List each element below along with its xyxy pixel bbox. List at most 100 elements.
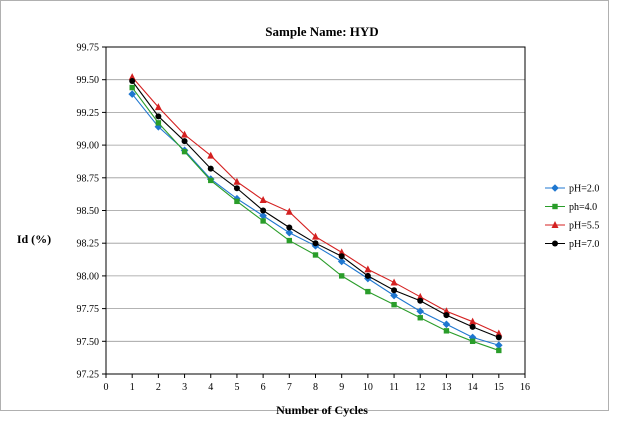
data-point (128, 90, 136, 98)
legend-entry: ph=4.0 (545, 202, 597, 213)
data-point (469, 338, 476, 344)
x-tick-label: 4 (208, 382, 213, 393)
x-tick-label: 2 (156, 382, 161, 393)
data-point (442, 320, 451, 329)
data-point (391, 301, 397, 308)
data-point (391, 287, 398, 294)
data-point (364, 272, 371, 279)
data-point (128, 73, 136, 81)
data-point (338, 273, 345, 279)
data-point (495, 329, 503, 337)
data-point (312, 232, 319, 240)
x-tick-label: 15 (494, 382, 504, 393)
data-point (285, 228, 294, 237)
data-point (233, 185, 240, 192)
y-tick-label: 97.25 (77, 370, 100, 381)
data-point (312, 240, 319, 247)
data-point (181, 130, 189, 138)
data-point (443, 328, 450, 334)
legend-label: pH=5.5 (569, 221, 599, 232)
legend: pH=2.0 ph=4.0 pH=5.5 pH=7.0 (545, 184, 599, 250)
data-point (154, 103, 162, 111)
x-tick-label: 13 (441, 382, 451, 393)
y-tick-label: 99.00 (77, 141, 100, 152)
data-point (129, 78, 136, 85)
x-tick-label: 10 (363, 382, 373, 393)
legend-entry: pH=7.0 (545, 239, 599, 250)
data-point (260, 207, 267, 214)
x-tick-label: 9 (339, 382, 344, 393)
data-point (495, 334, 502, 341)
x-tick-label: 5 (234, 382, 239, 393)
x-tick-label: 12 (415, 382, 425, 393)
series-4 (129, 78, 502, 341)
x-tick-label: 0 (104, 382, 109, 393)
data-point (338, 248, 346, 256)
legend-label: pH=7.0 (569, 239, 599, 250)
data-point (417, 315, 423, 321)
legend-label: ph=4.0 (569, 202, 597, 213)
series (128, 73, 503, 354)
data-point (390, 278, 398, 286)
x-tick-label: 11 (389, 382, 399, 393)
y-tick-label: 97.50 (77, 337, 100, 348)
x-tick-label: 14 (468, 382, 478, 393)
data-point (155, 120, 162, 126)
x-tick-label: 16 (520, 382, 530, 393)
y-axis-label: Id (%) (17, 232, 51, 246)
legend-marker (551, 184, 559, 192)
data-point (233, 177, 241, 185)
data-point (286, 224, 293, 231)
chart-frame (0, 0, 609, 411)
data-point (234, 198, 240, 205)
data-point (260, 218, 266, 224)
x-tick-label: 6 (261, 382, 266, 393)
data-point (417, 297, 424, 304)
y-tick-label: 97.75 (77, 304, 100, 315)
data-point (208, 177, 214, 184)
data-point (207, 165, 214, 172)
x-tick-label: 1 (130, 382, 135, 393)
legend-marker (551, 221, 559, 228)
y-tick-label: 99.25 (77, 108, 100, 119)
data-point (496, 347, 502, 354)
y-tick-label: 99.50 (77, 75, 100, 86)
x-tick-label: 8 (313, 382, 318, 393)
data-point (337, 257, 346, 266)
y-tick-label: 99.75 (77, 43, 100, 54)
y-tick-label: 98.00 (77, 271, 100, 282)
data-point (416, 307, 425, 316)
data-point (155, 113, 162, 120)
data-point (390, 291, 398, 300)
x-axis-label: Number of Cycles (276, 403, 368, 417)
data-point (443, 312, 450, 319)
data-point (469, 323, 476, 330)
data-point (312, 252, 319, 258)
data-point (365, 288, 371, 295)
data-point (181, 148, 188, 155)
axes: 97.25 97.50 97.75 98.00 98.25 98.50 98.75 99.00… (77, 43, 531, 394)
data-point (129, 84, 135, 91)
series-3 (128, 73, 503, 337)
legend-entry: pH=5.5 (545, 221, 599, 232)
data-point (364, 265, 372, 273)
legend-entry: pH=2.0 (545, 184, 599, 195)
x-tick-label: 3 (182, 382, 187, 393)
data-point (338, 253, 345, 260)
data-point (442, 307, 450, 315)
chart-title: Sample Name: HYD (265, 24, 378, 39)
y-tick-label: 98.25 (77, 239, 100, 250)
data-point (181, 138, 188, 145)
data-point (416, 292, 424, 300)
data-point (495, 341, 503, 350)
data-point (259, 196, 267, 204)
gridlines (106, 79, 525, 342)
legend-marker (552, 203, 558, 210)
data-point (207, 151, 215, 159)
data-point (469, 317, 477, 325)
data-point (286, 237, 293, 244)
data-point (285, 207, 293, 215)
x-tick-label: 7 (287, 382, 292, 393)
